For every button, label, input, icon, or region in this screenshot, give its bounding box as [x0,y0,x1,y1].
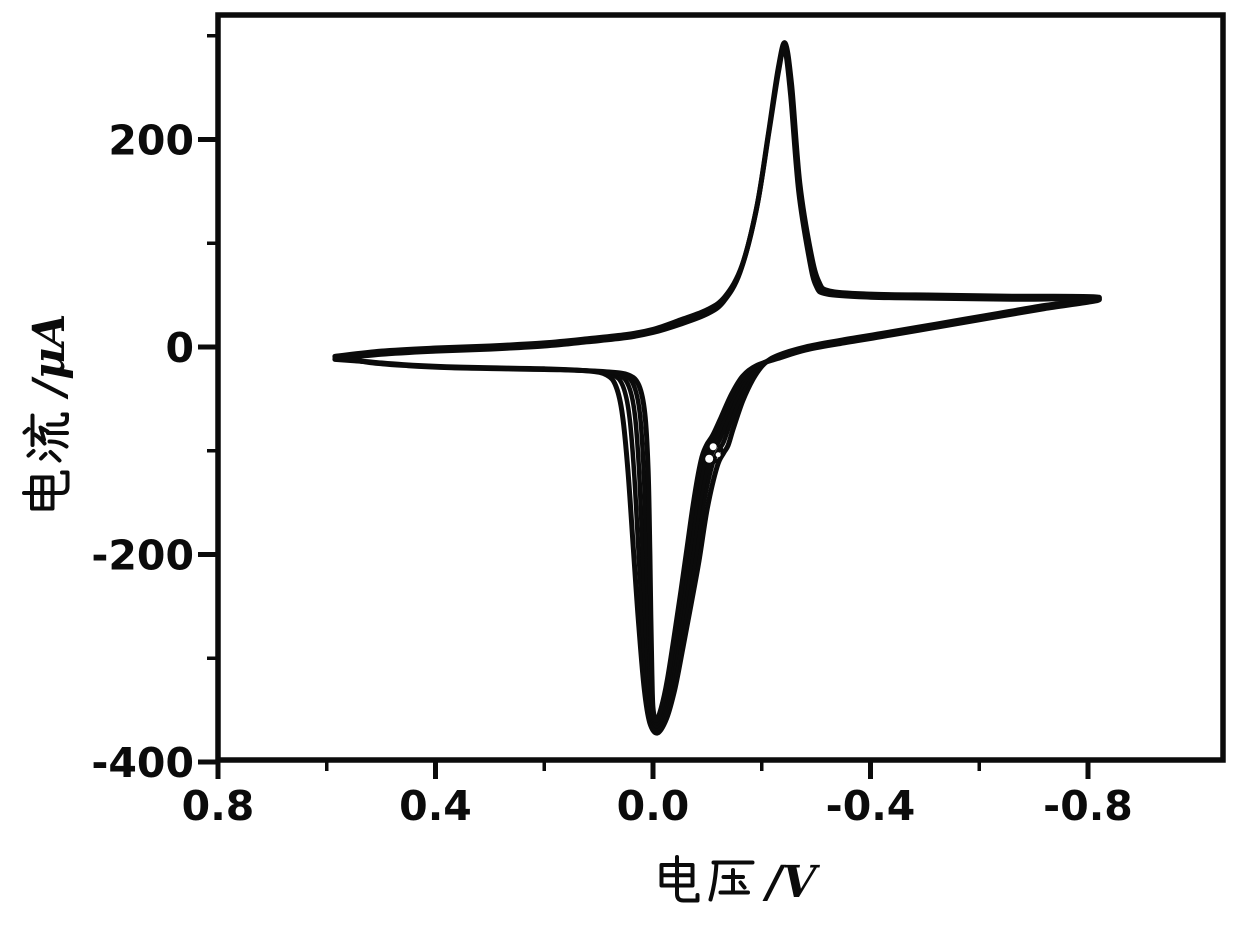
x-axis-unit-text: /V [762,857,820,908]
y-tick-label: -200 [91,532,194,580]
cv-cycle-path [332,44,1102,723]
x-tick-label: 0.8 [182,782,255,830]
char-dian-glyph [22,470,70,511]
x-tick-label: -0.4 [826,782,916,830]
x-tick-label: -0.8 [1043,782,1133,830]
artifact-loop [702,442,724,464]
y-tick-label: 200 [108,117,194,165]
cv-curve [332,40,1102,736]
char-dian-glyph [659,855,700,903]
cv-cycle-path [332,40,1102,736]
cv-cycle-path [332,44,1102,726]
char-liu-glyph [22,412,69,463]
artifact-white-speck [705,454,714,463]
x-axis-title: /V [659,855,820,908]
y-tick-label: 0 [165,324,194,372]
x-tick-label: 0.4 [399,782,472,830]
y-tick-label: -400 [91,739,194,787]
axis-ticks [198,34,1091,779]
char-ya-glyph [708,860,755,902]
y-axis-title: /μA [22,314,75,511]
artifact-white-speck [709,443,717,451]
x-tick-label: 0.0 [617,782,690,830]
cv-cycle-path [332,43,1102,729]
artifact-white-speck [715,452,721,458]
plot-frame [215,12,1226,763]
y-axis-unit-text: /μA [24,314,75,400]
cv-cycle-path [332,41,1102,732]
axis-tick-labels: 0.8 0.4 0.0 -0.4 -0.8 200 0 -200 -400 [91,117,1132,831]
